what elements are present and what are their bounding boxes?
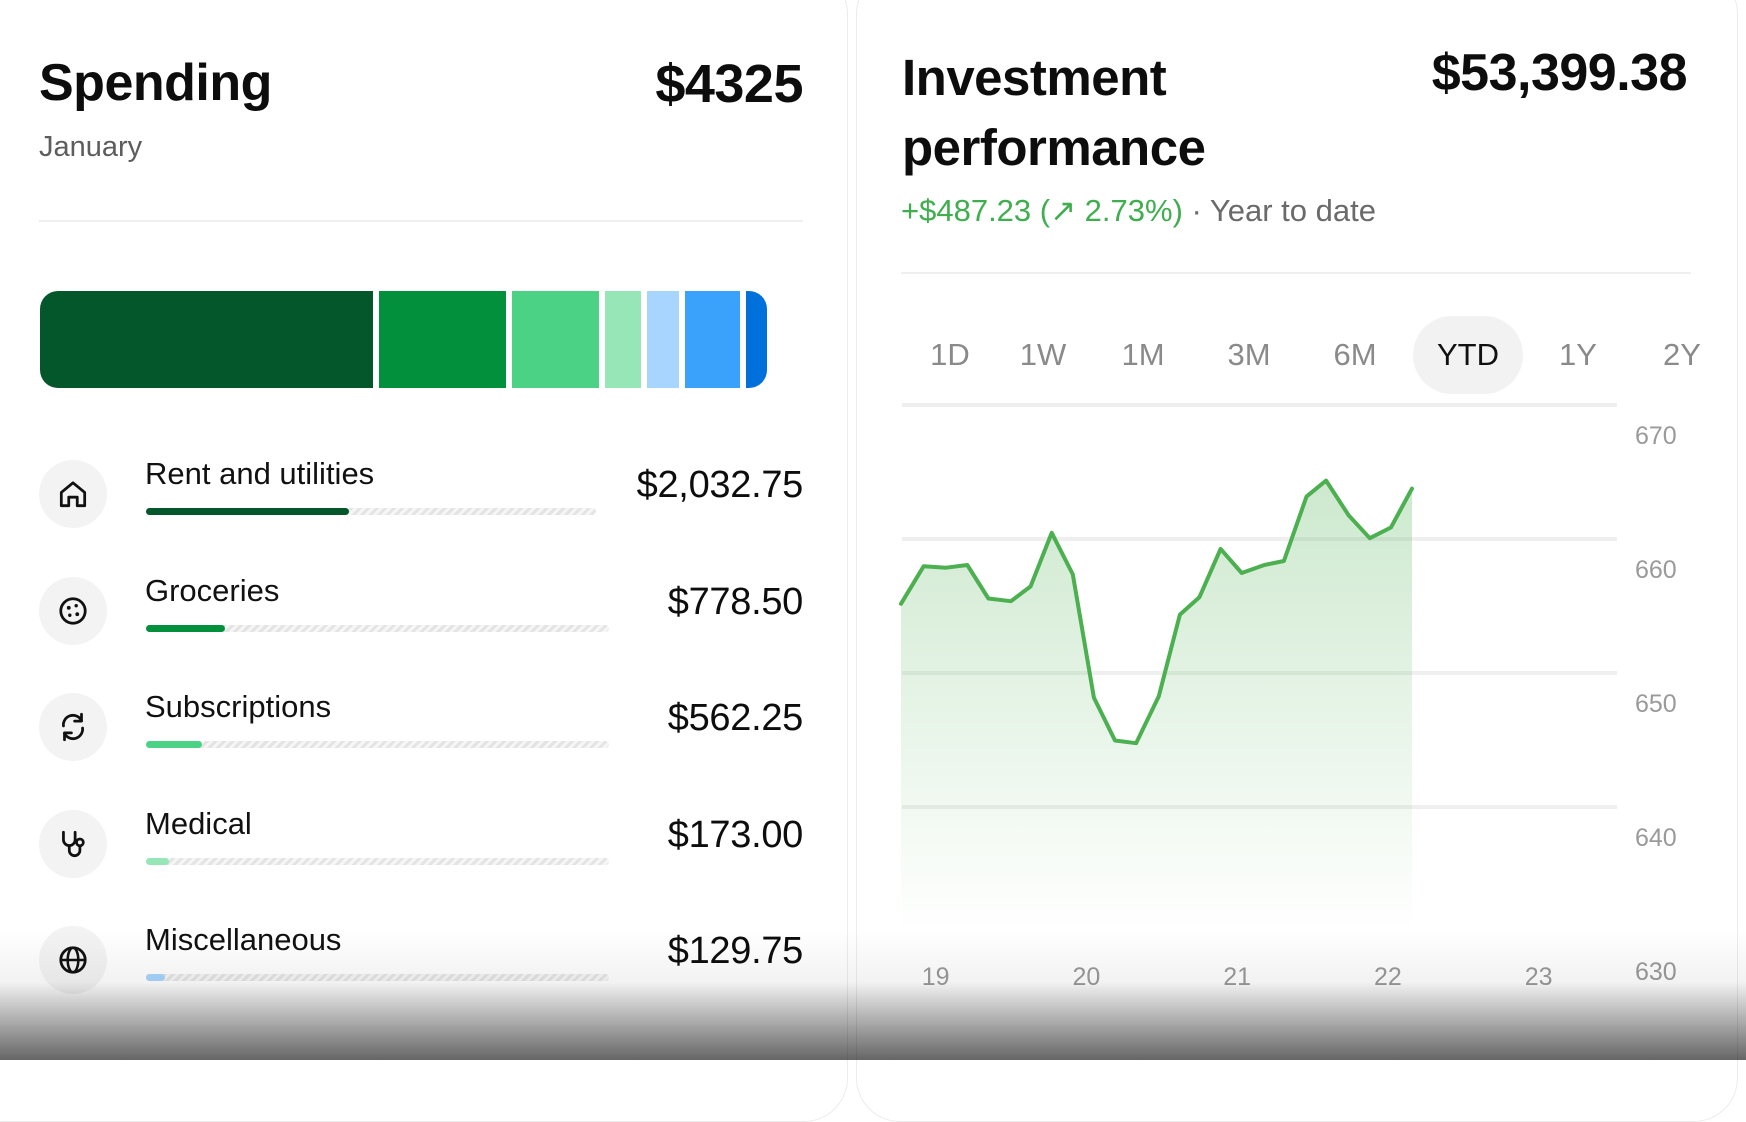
spending-segment-2[interactable]	[379, 291, 506, 388]
stethoscope-icon	[39, 810, 107, 878]
spending-title: Spending	[39, 54, 272, 112]
spending-divider	[39, 220, 803, 222]
spending-month: January	[39, 131, 143, 163]
category-label: Groceries	[145, 573, 280, 608]
y-tick-label: 660	[1635, 556, 1677, 584]
tab-6m[interactable]: 6M	[1333, 337, 1377, 372]
category-progress-fill	[146, 741, 202, 748]
category-row[interactable]: Rent and utilities $2,032.75	[39, 446, 803, 556]
tab-2y[interactable]: 2Y	[1663, 337, 1701, 372]
investment-line-chart[interactable]: 670 660 650 640 630 19 20 21 22 23	[857, 401, 1737, 1061]
x-tick-label: 19	[922, 963, 950, 991]
investment-title: Investment performance	[902, 43, 1206, 183]
spending-breakdown-bar[interactable]	[40, 291, 800, 388]
category-progress-fill	[146, 625, 225, 632]
category-progress-track	[146, 858, 609, 865]
category-amount: $778.50	[667, 581, 804, 623]
category-progress-fill	[146, 858, 170, 865]
category-label: Miscellaneous	[145, 922, 342, 957]
portfolio-value: $53,399.38	[1431, 44, 1688, 102]
change-amount: +$487.23 (↗ 2.73%)	[901, 193, 1183, 228]
category-row[interactable]: Groceries $778.50	[39, 563, 803, 673]
investment-title-line1: Investment	[902, 49, 1167, 106]
category-label: Rent and utilities	[145, 456, 375, 491]
tab-1m[interactable]: 1M	[1121, 337, 1165, 372]
tab-1d[interactable]: 1D	[930, 337, 970, 372]
spending-segment-6[interactable]	[685, 291, 740, 388]
category-progress-track	[146, 741, 609, 748]
y-tick-label: 630	[1635, 958, 1677, 986]
spending-total: $4325	[655, 54, 803, 114]
series-area	[901, 480, 1412, 931]
spending-segment-1[interactable]	[40, 291, 374, 388]
category-label: Medical	[145, 806, 252, 841]
category-progress-fill	[146, 508, 349, 515]
time-range-tabs: 1D 1W 1M 3M 6M YTD 1Y 2Y	[905, 316, 1725, 394]
category-progress-track	[146, 508, 596, 515]
ytd-change: +$487.23 (↗ 2.73%) · Year to date	[901, 193, 1376, 229]
home-icon	[39, 460, 107, 528]
category-label: Subscriptions	[145, 689, 332, 724]
category-amount: $2,032.75	[636, 464, 804, 506]
category-amount: $129.75	[667, 930, 804, 972]
tab-1y[interactable]: 1Y	[1559, 337, 1597, 372]
change-period: · Year to date	[1191, 193, 1376, 228]
y-tick-label: 640	[1635, 824, 1677, 852]
tab-ytd[interactable]: YTD	[1413, 316, 1523, 394]
category-row[interactable]: Medical $173.00	[39, 796, 803, 906]
y-tick-label: 650	[1635, 690, 1677, 718]
x-tick-label: 21	[1223, 963, 1251, 991]
refresh-icon	[39, 693, 107, 761]
tab-1w[interactable]: 1W	[1019, 337, 1067, 372]
spending-segment-7[interactable]	[745, 291, 768, 388]
series-line	[899, 478, 1414, 746]
x-tick-label: 23	[1525, 963, 1553, 991]
spending-segment-5[interactable]	[646, 291, 680, 388]
category-amount: $562.25	[667, 697, 804, 739]
category-amount: $173.00	[667, 814, 804, 856]
investment-divider	[901, 272, 1691, 274]
category-progress-track	[146, 625, 609, 632]
category-row[interactable]: Miscellaneous $129.75	[39, 912, 803, 1022]
tab-3m[interactable]: 3M	[1227, 337, 1271, 372]
x-tick-label: 20	[1073, 963, 1101, 991]
spending-segment-3[interactable]	[511, 291, 599, 388]
category-progress-fill	[146, 974, 165, 981]
cookie-icon	[39, 577, 107, 645]
category-progress-track	[146, 974, 609, 981]
investment-card: Investment performance $53,399.38 +$487.…	[856, 0, 1738, 1122]
category-row[interactable]: Subscriptions $562.25	[39, 679, 803, 789]
y-tick-label: 670	[1635, 422, 1677, 450]
x-tick-label: 22	[1374, 963, 1402, 991]
spending-card: Spending $4325 January Rent and utilitie…	[0, 0, 848, 1122]
globe-icon	[39, 926, 107, 994]
investment-title-line2: performance	[902, 119, 1206, 176]
spending-segment-4[interactable]	[604, 291, 641, 388]
